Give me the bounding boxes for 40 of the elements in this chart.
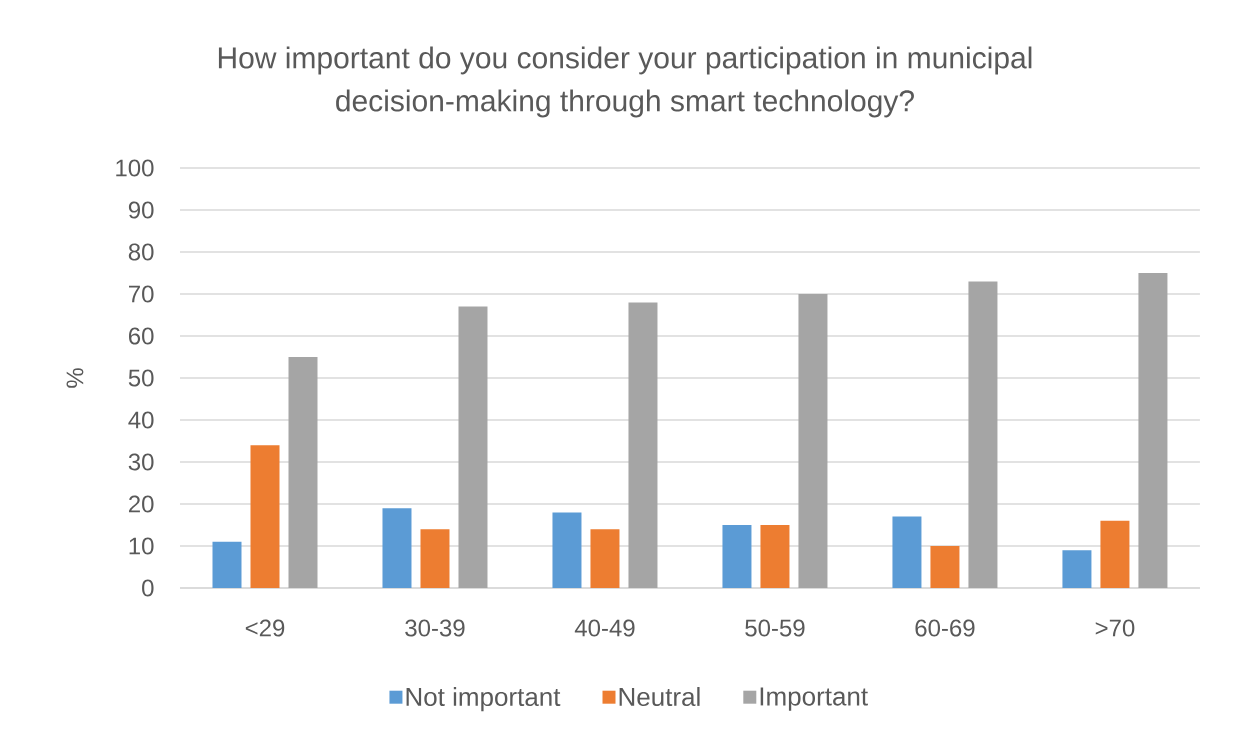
x-tick-label: 30-39 (405, 619, 465, 637)
legend-label: Not important (406, 687, 561, 712)
y-tick-label: 20 (128, 495, 154, 513)
bar (382, 508, 412, 588)
bar (1138, 273, 1168, 588)
x-tick-label: <29 (245, 619, 285, 637)
legend-label: Important (760, 687, 868, 711)
y-tick-label: 60 (129, 327, 154, 345)
y-tick-label: 90 (128, 201, 154, 219)
y-tick-label: 50 (128, 369, 154, 387)
chart-title: How important do you consider your participation in municipal decision-making through smart technology? (218, 46, 1032, 118)
bar (760, 525, 790, 588)
x-tick-label: 50-59 (745, 619, 805, 637)
y-tick-label: 80 (128, 243, 154, 261)
bar (288, 357, 318, 588)
bar (552, 512, 582, 588)
y-axis-title: % (66, 368, 84, 388)
x-tick-label: >70 (1095, 619, 1135, 637)
bar (1100, 520, 1130, 588)
bar (1062, 550, 1092, 588)
bar (968, 281, 998, 588)
x-tick-label: 40-49 (574, 619, 635, 637)
bar (930, 546, 960, 588)
bar (590, 529, 620, 588)
y-tick-label: 30 (128, 453, 154, 471)
bar (722, 525, 752, 588)
bar (798, 294, 828, 588)
y-tick-label: 100 (116, 159, 154, 177)
bar (420, 529, 450, 588)
bar (892, 516, 922, 588)
y-tick-label: 10 (129, 537, 154, 555)
y-tick-label: 40 (128, 411, 154, 429)
bar (250, 445, 280, 588)
bar (458, 306, 488, 588)
y-tick-label: 70 (129, 285, 154, 303)
y-tick-label: 0 (142, 579, 154, 597)
x-tick-label: 60-69 (915, 619, 975, 637)
legend-label: Neutral (619, 687, 700, 707)
bar (628, 302, 658, 588)
bar (212, 541, 242, 588)
